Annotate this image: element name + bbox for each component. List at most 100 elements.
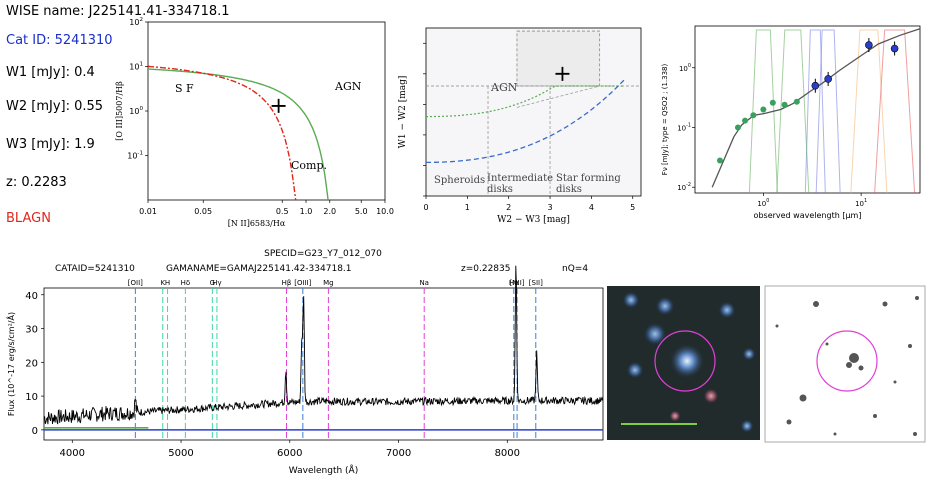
spec-line-label: Hα: [509, 279, 519, 287]
w1-flux: W1 [mJy]: 0.4: [6, 65, 95, 80]
spec-line-label: Hβ: [282, 279, 292, 287]
wise-xlabel: W2 − W3 [mag]: [497, 215, 570, 225]
sed-optical-point: [734, 124, 741, 131]
sed-filter-curve: [874, 29, 916, 194]
sed-optical-point: [760, 106, 767, 113]
sed-optical-point: [716, 157, 723, 164]
wise-green-curve: [426, 85, 625, 118]
wise-xtick-label: 3: [547, 203, 552, 212]
gray-cutout-image: [764, 285, 926, 443]
bpt-xtick-label: 5.0: [355, 207, 368, 216]
bpt-ylabel: [O III]5007/Hβ: [115, 81, 124, 141]
sed-model-line: [711, 28, 921, 188]
spec-line-label: [SII]: [529, 279, 543, 287]
bpt-kauffmann-line: [147, 65, 297, 201]
sed-xtick-label: 100: [757, 198, 769, 208]
bpt-ytick-label: 102: [129, 17, 143, 27]
bpt-ytick-label: 101: [129, 62, 143, 72]
sed-optical-point: [769, 99, 776, 106]
bpt-kewley-line: [147, 68, 329, 201]
wise-region-spheroids: Spheroids: [434, 175, 485, 186]
bpt-xtick-label: 0.5: [276, 207, 289, 216]
bpt-xtick-label: 2.0: [323, 207, 336, 216]
color-cutout-image: [607, 286, 760, 440]
bpt-xtick-label: 10.0: [376, 207, 394, 216]
bpt-region-sf: S F: [175, 82, 194, 95]
sed-filter-curve: [850, 29, 888, 194]
sed-wise-point: [811, 81, 820, 90]
spec-line-label: Hδ: [181, 279, 191, 287]
wise-region-intermediate-disks: disks: [487, 184, 513, 195]
sed-ytick-label: 100: [679, 63, 691, 73]
sed-wise-point: [824, 75, 832, 83]
sed-filter-curve: [815, 29, 841, 194]
wise-region-agn: AGN: [490, 81, 518, 94]
spec-xtick-label: 6000: [277, 448, 302, 459]
spec-line-label: [OII]: [128, 279, 143, 287]
bpt-xlabel: [N II]6583/Hα: [228, 219, 286, 228]
sed-ytick-label: 10-2: [677, 182, 691, 192]
wise-xtick-label: 1: [465, 203, 470, 212]
spec-z: z=0.22835: [461, 264, 510, 274]
spec-ytick-label: 10: [25, 392, 38, 403]
spec-line-label: [OIII]: [294, 279, 311, 287]
bpt-ytick-label: 100: [129, 106, 143, 116]
wise-agn-box: [516, 30, 601, 87]
spec-xtick-label: 8000: [495, 448, 520, 459]
aperture-circle: [654, 330, 716, 392]
bpt-region-agn: AGN: [334, 80, 362, 93]
bpt-region-comp: Comp.: [291, 159, 327, 172]
spec-xlabel: Wavelength (Å): [289, 464, 358, 476]
spec-flux-trace: [43, 265, 604, 425]
spec-specid: SPECID=G23_Y7_012_070: [264, 249, 382, 259]
wise-xtick-label: 4: [589, 203, 594, 212]
wise-region-intermediate: Intermediate: [487, 173, 553, 184]
wise-name: WISE name: J225141.41-334718.1: [6, 4, 230, 19]
wise-blue-curve: [426, 79, 625, 164]
sed-ytick-label: 10-1: [677, 122, 691, 132]
wise-xtick-label: 5: [630, 203, 635, 212]
aperture-circle: [816, 330, 878, 392]
sed-xlabel: observed wavelength [μm]: [754, 211, 862, 220]
wise-xtick-label: 2: [506, 203, 511, 212]
bpt-xtick-label: 0.05: [194, 207, 212, 216]
sed-wise-point: [865, 41, 873, 49]
w2-flux: W2 [mJy]: 0.55: [6, 99, 104, 114]
bpt-ytick-label: 10-1: [127, 151, 143, 161]
spec-line-label: G: [210, 279, 215, 287]
sed-filter-curve: [776, 29, 810, 194]
spec-line-label: Hγ: [212, 279, 221, 287]
wise-xtick-label: 0: [423, 203, 428, 212]
spec-frame: [43, 287, 604, 441]
agn-class: BLAGN: [6, 211, 51, 226]
cat-id: Cat ID: 5241310: [6, 33, 113, 48]
sed-optical-point: [781, 101, 788, 108]
wise-region-starforming-disks: disks: [556, 184, 582, 195]
sed-filter-curve: [804, 29, 826, 194]
bpt-data-point: [271, 98, 286, 113]
sed-optical-point: [793, 98, 800, 105]
spec-cataid: CATAID=5241310: [55, 264, 135, 274]
wise-data-point: [555, 66, 570, 81]
wise-diag-line: [516, 85, 600, 108]
sed-ylabel: Fν [mJy]; type = QSO2 ; (1.338): [661, 64, 669, 176]
spec-line-label: Mg: [323, 279, 333, 287]
spec-ytick-label: 40: [25, 291, 38, 302]
spec-ylabel: Flux (10^-17 erg/s/cm²/Å): [5, 312, 16, 416]
spec-line-label: [NII]: [510, 279, 525, 287]
sed-xtick-label: 101: [855, 198, 867, 208]
sed-wise-point: [890, 44, 899, 53]
spec-ytick-label: 0: [32, 426, 38, 437]
spec-xtick-label: 7000: [386, 448, 411, 459]
w3-flux: W3 [mJy]: 1.9: [6, 137, 95, 152]
spec-line-label: Na: [419, 279, 429, 287]
wise-ylabel: W1 − W2 [mag]: [398, 76, 408, 149]
bpt-xtick-label: 0.01: [139, 207, 157, 216]
spec-ytick-label: 20: [25, 358, 38, 369]
spec-gamaname: GAMANAME=GAMAJ225141.42-334718.1: [166, 264, 352, 274]
redshift: z: 0.2283: [6, 175, 67, 190]
